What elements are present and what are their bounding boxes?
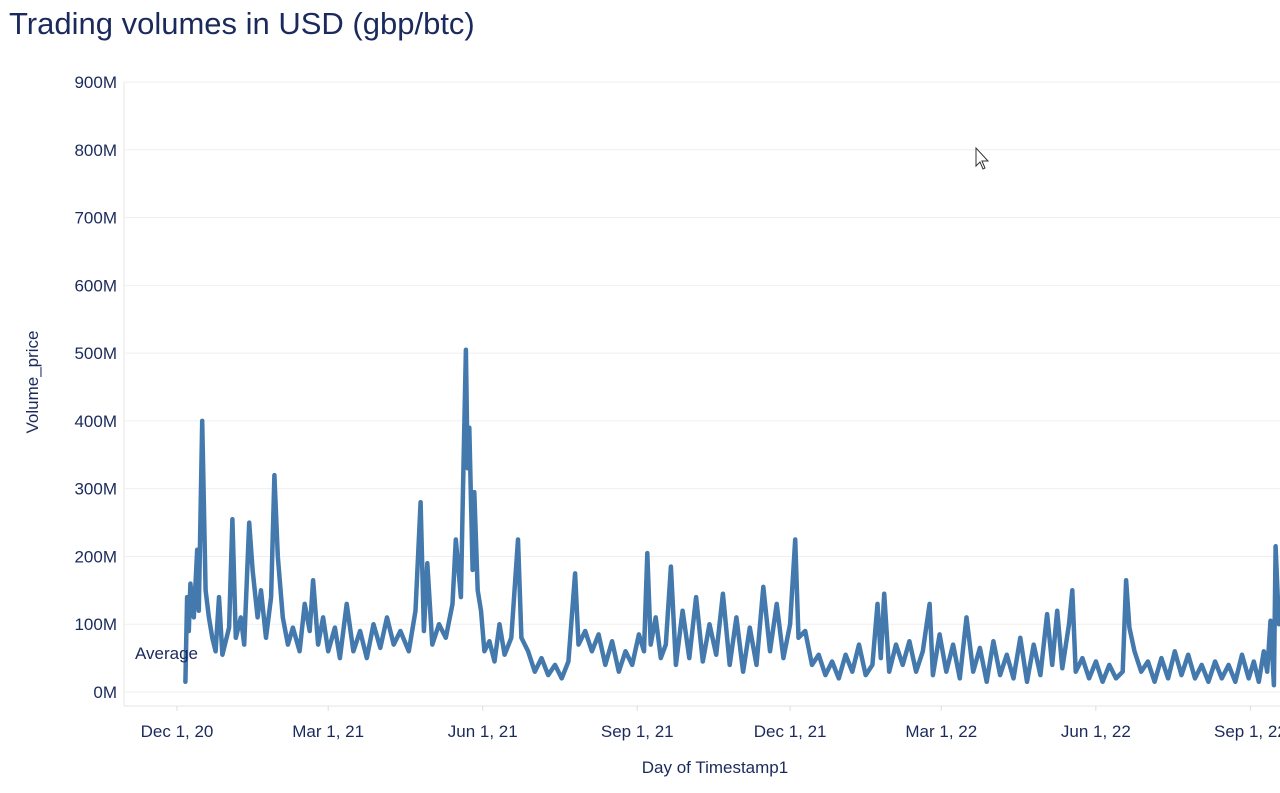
x-tick-label: Sep 1, 22	[1214, 722, 1280, 741]
x-tick-label: Sep 1, 21	[601, 722, 674, 741]
y-axis-label: Volume_price	[23, 330, 42, 433]
series-line-group	[183, 96, 1280, 688]
x-tick-label: Mar 1, 22	[905, 722, 977, 741]
gridlines	[123, 81, 1280, 707]
volume-series-line[interactable]	[183, 96, 1280, 688]
x-tick-label: Mar 1, 21	[292, 722, 364, 741]
y-tick-label: 600M	[74, 276, 117, 295]
y-tick-label: 500M	[74, 344, 117, 363]
y-tick-label: 0M	[93, 683, 117, 702]
y-tick-label: 400M	[74, 412, 117, 431]
mouse-cursor-icon	[975, 146, 990, 170]
y-axis-ticks: 0M 100M 200M 300M 400M 500M 600M 700M 800M 900M	[74, 73, 117, 702]
x-tick-label: Jun 1, 22	[1061, 722, 1131, 741]
x-axis-ticks: Dec 1, 20 Mar 1, 21 Jun 1, 21 Sep 1, 21 Dec …	[141, 706, 1280, 741]
x-tick-label: Jun 1, 21	[448, 722, 518, 741]
x-tick-label: Dec 1, 20	[141, 722, 214, 741]
chart-title: Trading volumes in USD (gbp/btc)	[9, 6, 475, 41]
y-tick-label: 100M	[74, 615, 117, 634]
x-tick-label: Dec 1, 21	[754, 722, 827, 741]
y-tick-label: 900M	[74, 73, 117, 92]
y-tick-label: 800M	[74, 141, 117, 160]
y-tick-label: 200M	[74, 547, 117, 566]
x-axis-label: Day of Timestamp1	[642, 758, 788, 777]
average-reference-label: Average	[135, 644, 198, 663]
y-tick-label: 700M	[74, 209, 117, 228]
y-tick-label: 300M	[74, 480, 117, 499]
